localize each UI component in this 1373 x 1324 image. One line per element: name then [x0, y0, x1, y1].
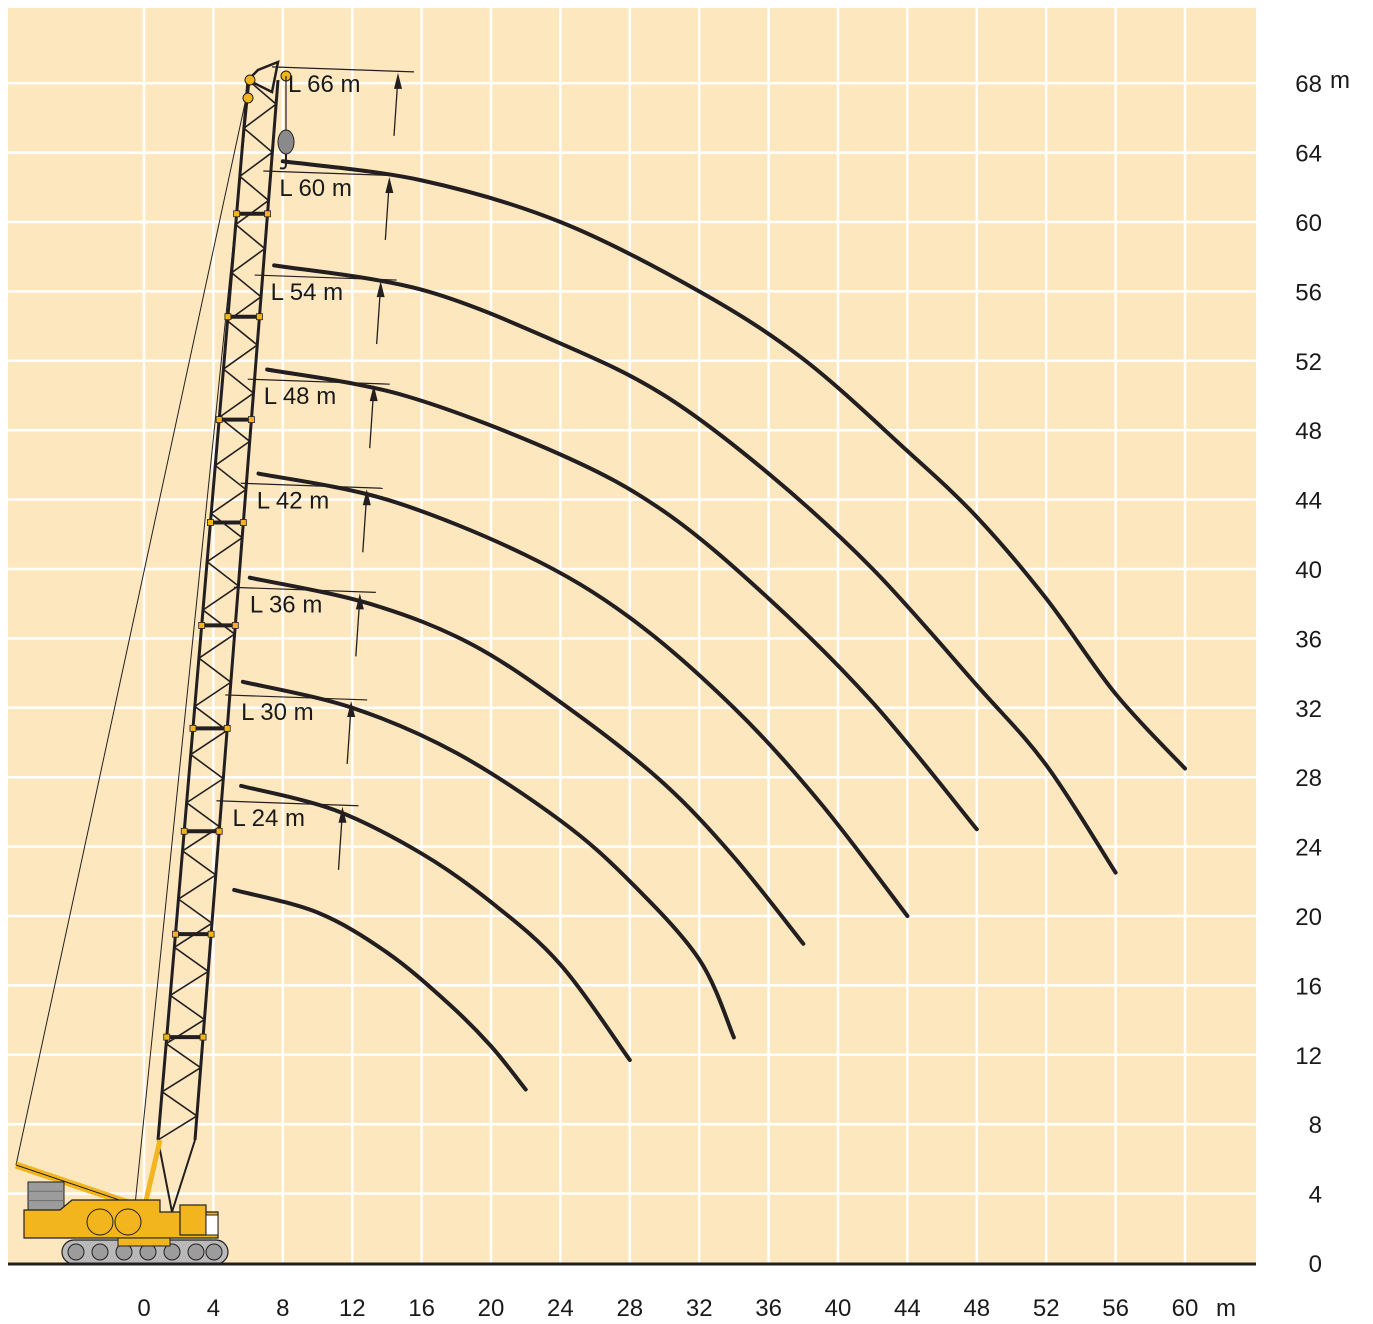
joint-pin: [224, 725, 230, 731]
x-tick-label: 44: [894, 1295, 921, 1322]
joint-pin: [207, 520, 213, 526]
head-sheave: [243, 93, 253, 103]
joint-pin: [232, 622, 238, 628]
boom-length-label: L 48 m: [264, 383, 336, 410]
joint-pin: [199, 622, 205, 628]
y-axis-unit: m: [1330, 67, 1350, 94]
joint-pin: [200, 1034, 206, 1040]
hook-block: [278, 130, 294, 154]
y-tick-label: 68: [1295, 71, 1322, 98]
y-tick-label: 0: [1309, 1251, 1322, 1278]
x-tick-label: 24: [547, 1295, 574, 1322]
operator-cab: [180, 1205, 206, 1235]
x-tick-label: 48: [963, 1295, 990, 1322]
y-tick-label: 4: [1309, 1182, 1322, 1209]
joint-pin: [172, 931, 178, 937]
x-tick-label: 40: [825, 1295, 852, 1322]
y-tick-label: 24: [1295, 835, 1322, 862]
y-tick-label: 20: [1295, 904, 1322, 931]
winch-drum: [87, 1209, 113, 1235]
y-tick-label: 44: [1295, 488, 1322, 515]
boom-length-label: L 36 m: [250, 591, 322, 618]
y-tick-label: 64: [1295, 141, 1322, 168]
x-tick-label: 8: [276, 1295, 289, 1322]
joint-pin: [256, 314, 262, 320]
x-tick-label: 56: [1102, 1295, 1129, 1322]
joint-pin: [248, 417, 254, 423]
y-tick-label: 28: [1295, 765, 1322, 792]
joint-pin: [240, 520, 246, 526]
joint-pin: [190, 725, 196, 731]
y-tick-label: 36: [1295, 626, 1322, 653]
boom-length-label: L 60 m: [279, 175, 351, 202]
joint-pin: [265, 211, 271, 217]
x-tick-label: 16: [408, 1295, 435, 1322]
x-tick-label: 4: [207, 1295, 220, 1322]
y-tick-label: 12: [1295, 1043, 1322, 1070]
track-roller: [206, 1244, 222, 1260]
track-roller: [188, 1244, 204, 1260]
plot-background: [8, 8, 1256, 1263]
y-tick-label: 60: [1295, 210, 1322, 237]
joint-pin: [216, 828, 222, 834]
x-axis-unit: m: [1216, 1295, 1236, 1322]
boom-length-label: L 24 m: [232, 805, 304, 832]
y-tick-label: 16: [1295, 973, 1322, 1000]
x-tick-label: 0: [137, 1295, 150, 1322]
x-tick-label: 20: [478, 1295, 505, 1322]
track-roller: [68, 1244, 84, 1260]
joint-pin: [164, 1034, 170, 1040]
x-tick-label: 52: [1033, 1295, 1060, 1322]
boom-length-label: L 66 m: [288, 71, 360, 98]
y-tick-label: 32: [1295, 696, 1322, 723]
track-roller: [92, 1244, 108, 1260]
cab-window: [206, 1215, 218, 1235]
boom-length-label: L 30 m: [241, 699, 313, 726]
y-tick-label: 56: [1295, 279, 1322, 306]
y-tick-label: 48: [1295, 418, 1322, 445]
boom-length-label: L 42 m: [257, 487, 329, 514]
car-body: [118, 1238, 170, 1246]
joint-pin: [208, 931, 214, 937]
x-tick-label: 28: [616, 1295, 643, 1322]
x-tick-label: 32: [686, 1295, 713, 1322]
y-tick-label: 40: [1295, 557, 1322, 584]
joint-pin: [234, 211, 240, 217]
x-tick-label: 36: [755, 1295, 782, 1322]
x-axis-tick-labels: 0 4 8 12 16 20 24 28 32 36 40 44 48 52 56 60: [137, 1295, 1198, 1322]
joint-pin: [225, 314, 231, 320]
boom-length-label: L 54 m: [271, 279, 343, 306]
joint-pin: [216, 417, 222, 423]
y-tick-label: 52: [1295, 349, 1322, 376]
y-tick-label: 8: [1309, 1112, 1322, 1139]
head-sheave: [245, 75, 255, 85]
joint-pin: [181, 828, 187, 834]
winch-drum: [115, 1209, 141, 1235]
x-tick-label: 60: [1172, 1295, 1199, 1322]
x-tick-label: 12: [339, 1295, 366, 1322]
